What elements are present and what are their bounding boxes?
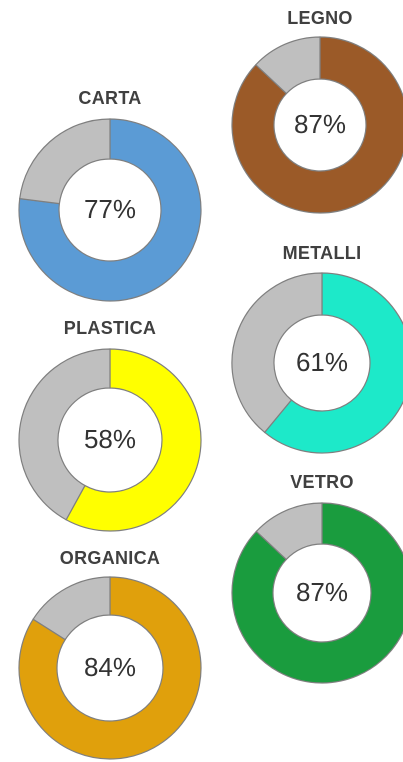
donut-title-carta: CARTA: [78, 88, 142, 108]
donut-chart-carta: [18, 118, 202, 302]
donut-slice-carta-value: [18, 118, 202, 302]
donut-chart-plastica: [18, 348, 202, 532]
donut-chart-organica: [18, 576, 202, 760]
donut-title-organica: ORGANICA: [59, 548, 161, 568]
donut-slice-organica-rest: [32, 576, 111, 641]
donut-label-legno: 87%: [293, 109, 347, 139]
donut-chart-legno: [231, 36, 403, 214]
donut-title-vetro: VETRO: [290, 472, 354, 492]
donut-chart-vetro: [231, 502, 403, 684]
donut-slice-plastica-value: [65, 348, 202, 532]
donut-label-metalli: 61%: [295, 347, 349, 377]
donut-label-vetro: 87%: [295, 577, 349, 607]
donut-chart-metalli: [231, 272, 403, 454]
donut-title-plastica: PLASTICA: [63, 318, 157, 338]
donut-title-legno: LEGNO: [287, 8, 353, 28]
donut-slice-legno-rest: [255, 36, 321, 95]
donut-slice-vetro-value: [231, 502, 403, 684]
donut-title-metalli: METALLI: [282, 243, 362, 263]
donut-slice-organica-value: [18, 576, 202, 760]
donut-slice-legno-value: [231, 36, 403, 214]
donut-slice-metalli-rest: [231, 272, 323, 434]
donut-label-organica: 84%: [83, 652, 137, 682]
donut-label-carta: 77%: [83, 194, 137, 224]
donut-slice-metalli-value: [263, 272, 403, 454]
donut-slice-plastica-rest: [18, 348, 111, 521]
donut-slice-vetro-rest: [255, 502, 323, 561]
donut-label-plastica: 58%: [83, 424, 137, 454]
donut-slice-carta-rest: [19, 118, 111, 205]
